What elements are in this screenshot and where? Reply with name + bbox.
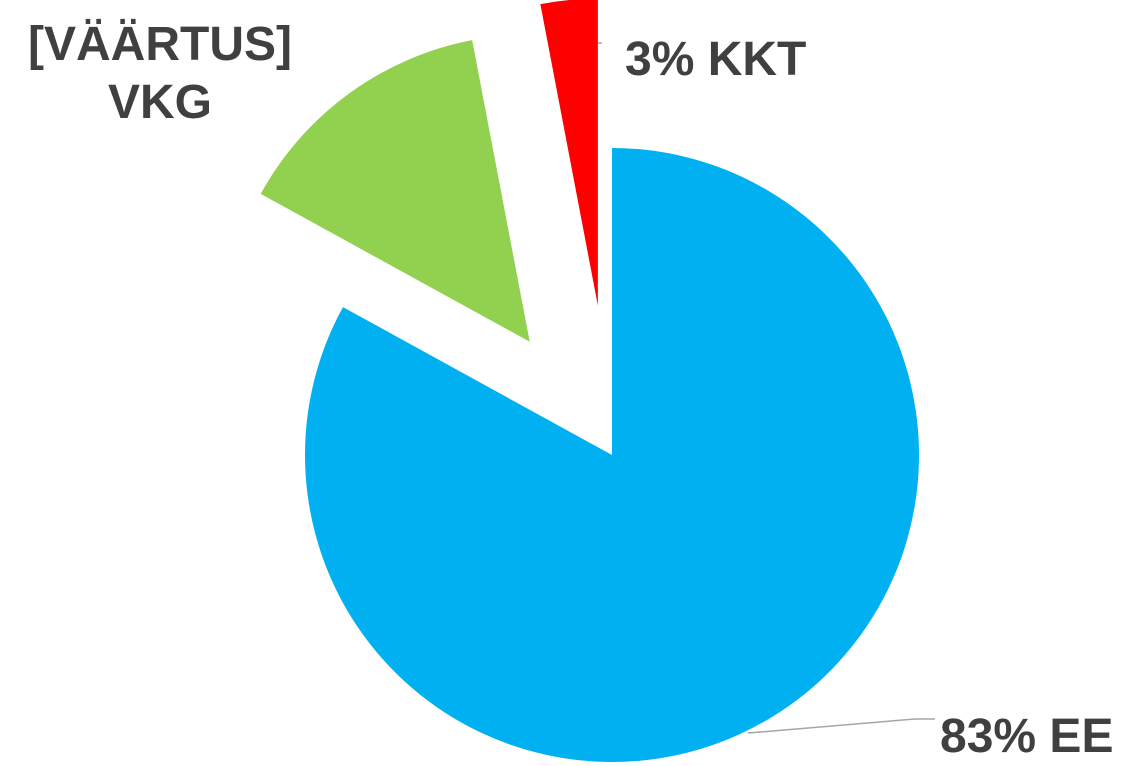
category-label: VKG (108, 76, 212, 129)
data-label: 83% EE (940, 710, 1113, 763)
pie-slice (304, 148, 920, 762)
category-label: EE (1049, 710, 1113, 763)
pie-slice (540, 0, 598, 306)
category-label: KKT (708, 33, 807, 86)
leader-line (747, 718, 935, 734)
pie (260, 0, 920, 762)
pie-slice (260, 40, 530, 342)
value-label: [VÄÄRTUS] (28, 18, 292, 71)
value-label: 83% (940, 710, 1036, 763)
value-label: 3% (625, 33, 694, 86)
data-label: 3% KKT (625, 33, 806, 86)
